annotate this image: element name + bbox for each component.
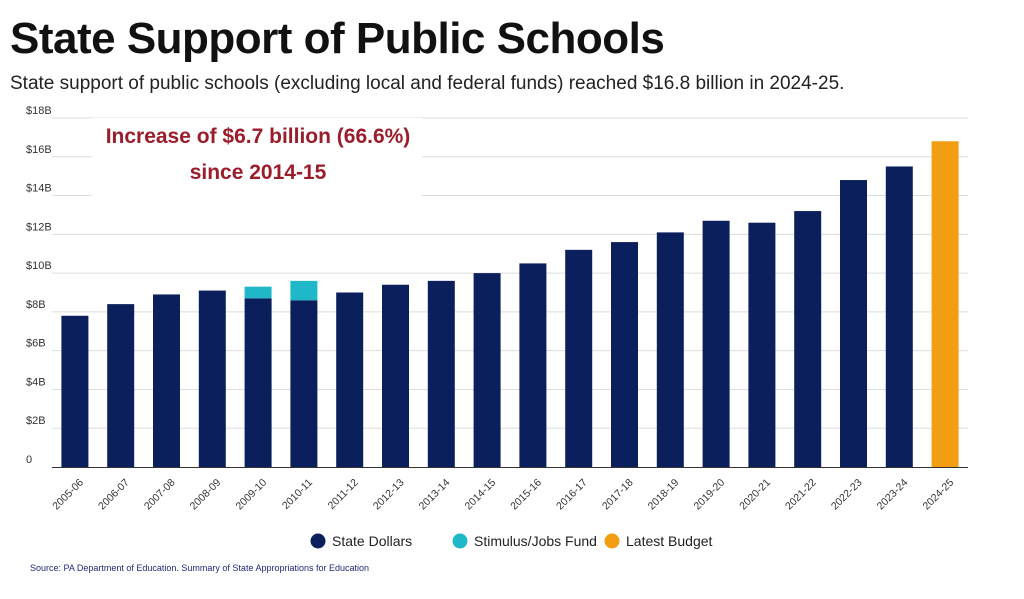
- bars: [61, 141, 959, 468]
- y-tick-label: $18B: [26, 105, 52, 117]
- bar-state-dollars-2019-20: [702, 220, 730, 467]
- y-tick-label: 0: [26, 454, 32, 466]
- y-tick-label: $6B: [26, 338, 46, 350]
- annotation-line-1: Increase of $6.7 billion (66.6%): [106, 125, 411, 148]
- bar-state-dollars-2016-17: [565, 249, 593, 467]
- x-tick-label: 2016-17: [554, 477, 590, 513]
- x-tick-label: 2020-21: [737, 477, 773, 513]
- bar-state-dollars-2015-16: [519, 263, 547, 467]
- bar-state-dollars-2012-13: [382, 284, 409, 467]
- x-tick-label: 2008-09: [188, 477, 224, 513]
- bar-state-dollars-2006-07: [107, 304, 135, 467]
- bar-state-dollars-2007-08: [153, 294, 180, 467]
- legend-swatch: [604, 533, 620, 549]
- annotation-background: [92, 118, 422, 198]
- x-tick-label: 2010-11: [280, 477, 315, 512]
- x-tick-label: 2021-22: [783, 477, 819, 513]
- y-tick-label: $10B: [26, 260, 52, 272]
- legend-swatch: [310, 533, 326, 549]
- chart-title: State Support of Public Schools: [10, 14, 665, 63]
- bar-stimulus-jobs-fund-2010-11: [290, 280, 318, 301]
- x-tick-label: 2015-16: [508, 477, 544, 513]
- bar-state-dollars-2005-06: [61, 315, 89, 467]
- annotation: Increase of $6.7 billion (66.6%) since 2…: [92, 118, 422, 198]
- bar-state-dollars-2009-10: [244, 298, 272, 467]
- x-tick-label: 2023-24: [875, 477, 911, 513]
- legend-label: Latest Budget: [626, 533, 713, 549]
- y-tick-label: $4B: [26, 376, 46, 388]
- x-tick-label: 2006-07: [96, 477, 132, 513]
- legend-label: State Dollars: [332, 533, 412, 549]
- legend-label: Stimulus/Jobs Fund: [474, 533, 597, 549]
- x-tick-label: 2014-15: [462, 477, 498, 513]
- legend-swatch: [452, 533, 468, 549]
- y-tick-label: $2B: [26, 415, 46, 427]
- chart-subtitle: State support of public schools (excludi…: [10, 73, 845, 94]
- y-axis-ticks: 0 $2B $4B $6B $8B $10B $12B $14B $16B $18B: [26, 105, 52, 466]
- x-tick-label: 2022-23: [829, 477, 865, 513]
- bar-state-dollars-2008-09: [198, 290, 226, 467]
- x-tick-label: 2019-20: [691, 477, 727, 513]
- bar-state-dollars-2017-18: [611, 242, 638, 467]
- x-tick-label: 2024-25: [920, 477, 956, 513]
- bar-state-dollars-2014-15: [473, 273, 501, 467]
- bar-state-dollars-2013-14: [427, 280, 455, 467]
- bar-latest-budget-2024-25: [931, 141, 959, 467]
- bar-state-dollars-2010-11: [290, 300, 318, 467]
- legend: State Dollars Stimulus/Jobs Fund Latest Bu…: [310, 533, 713, 549]
- x-tick-label: 2012-13: [371, 477, 407, 513]
- bar-chart: 0 $2B $4B $6B $8B $10B $12B $14B $16B $18B 2005-0…: [26, 105, 968, 549]
- y-tick-label: $12B: [26, 221, 52, 233]
- x-tick-label: 2011-12: [326, 477, 361, 512]
- bar-state-dollars-2018-19: [656, 232, 684, 467]
- x-tick-label: 2005-06: [50, 477, 86, 513]
- y-tick-label: $8B: [26, 299, 46, 311]
- x-tick-label: 2017-18: [600, 477, 636, 513]
- bar-state-dollars-2023-24: [885, 166, 913, 467]
- annotation-line-2: since 2014-15: [190, 161, 327, 184]
- y-tick-label: $16B: [26, 144, 52, 156]
- source-note: Source: PA Department of Education. Summ…: [30, 563, 370, 573]
- x-axis-ticks: 2005-06 2006-07 2007-08 2008-09 2009-10 2010-…: [50, 477, 956, 513]
- bar-state-dollars-2011-12: [336, 292, 364, 467]
- x-tick-label: 2009-10: [233, 477, 269, 513]
- bar-stimulus-jobs-fund-2009-10: [244, 286, 272, 299]
- bar-state-dollars-2021-22: [794, 211, 822, 467]
- y-tick-label: $14B: [26, 183, 52, 195]
- x-tick-label: 2013-14: [417, 477, 453, 513]
- bar-state-dollars-2020-21: [748, 222, 776, 467]
- x-tick-label: 2018-19: [646, 477, 682, 513]
- x-tick-label: 2007-08: [142, 477, 178, 513]
- bar-state-dollars-2022-23: [840, 180, 867, 468]
